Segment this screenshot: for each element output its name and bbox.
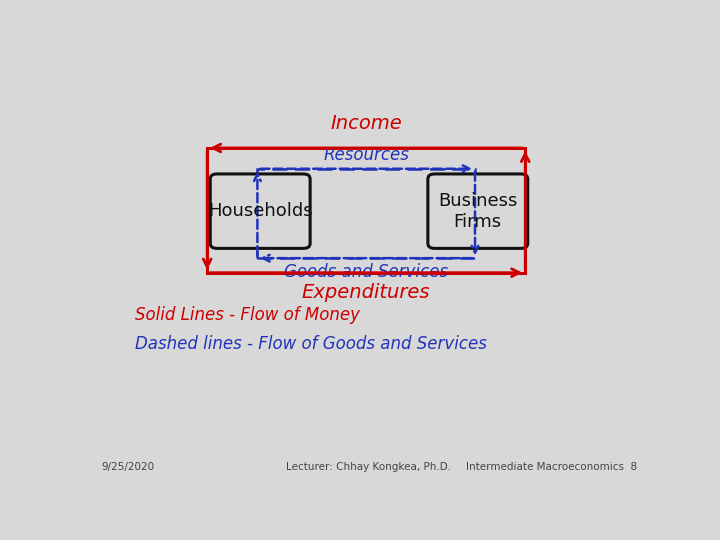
FancyBboxPatch shape (210, 174, 310, 248)
Text: Business
Firms: Business Firms (438, 192, 518, 231)
Text: Households: Households (208, 202, 312, 220)
Text: Expenditures: Expenditures (302, 283, 431, 302)
Text: Intermediate Macroeconomics  8: Intermediate Macroeconomics 8 (466, 462, 637, 472)
Text: Dashed lines - Flow of Goods and Services: Dashed lines - Flow of Goods and Service… (135, 335, 487, 353)
Text: Solid Lines - Flow of Money: Solid Lines - Flow of Money (135, 306, 360, 324)
Text: Resources: Resources (323, 146, 409, 164)
Text: Income: Income (330, 114, 402, 133)
FancyBboxPatch shape (428, 174, 528, 248)
Text: Lecturer: Chhay Kongkea, Ph.D.: Lecturer: Chhay Kongkea, Ph.D. (287, 462, 451, 472)
Text: 9/25/2020: 9/25/2020 (101, 462, 154, 472)
Text: Goods and Services: Goods and Services (284, 263, 449, 281)
